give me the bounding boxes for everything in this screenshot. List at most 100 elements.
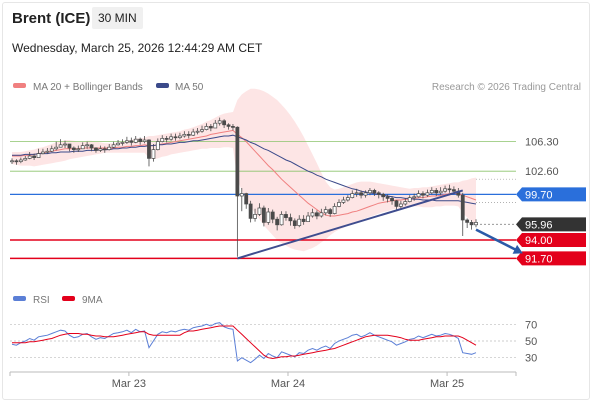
candle-body-27 xyxy=(129,140,134,143)
candle-body-53 xyxy=(244,193,249,205)
candle-body-89 xyxy=(403,201,408,205)
candle-body-41 xyxy=(191,131,196,136)
x-axis: Mar 23 Mar 24 Mar 25 xyxy=(9,372,517,390)
candle-body-2 xyxy=(18,159,23,162)
candle-body-34 xyxy=(160,138,165,142)
candle-body-40 xyxy=(186,134,191,136)
candle-body-57 xyxy=(261,207,266,223)
candle-body-59 xyxy=(270,211,275,220)
candle-body-95 xyxy=(429,190,434,194)
candle-body-84 xyxy=(381,194,386,198)
candle-body-63 xyxy=(288,217,293,222)
candle-body-29 xyxy=(138,138,143,142)
candle-body-56 xyxy=(257,207,262,215)
candle-body-71 xyxy=(323,209,328,214)
candle-body-13 xyxy=(67,143,72,149)
candle-body-92 xyxy=(416,193,421,198)
instrument-title: Brent (ICE) xyxy=(12,10,91,27)
candle-body-105 xyxy=(474,222,478,226)
candle-body-32 xyxy=(151,149,156,159)
timeframe-button[interactable]: 30 MIN xyxy=(92,7,143,29)
candle-body-81 xyxy=(368,190,372,194)
candle-body-11 xyxy=(58,144,63,148)
pivot-label-2: 99.70 xyxy=(525,189,553,201)
candle-body-104 xyxy=(469,222,474,226)
candle-body-46 xyxy=(213,122,218,129)
candle-body-24 xyxy=(116,142,120,146)
candle-body-68 xyxy=(310,212,315,217)
candle-body-6 xyxy=(36,153,41,158)
candle-body-19 xyxy=(94,147,98,151)
rsi-line xyxy=(11,322,477,364)
candle-body-21 xyxy=(102,148,107,151)
candle-body-31 xyxy=(147,139,151,159)
datetime-label: Wednesday, March 25, 2026 12:44:29 AM CE… xyxy=(12,41,263,55)
bollinger-band xyxy=(12,88,476,252)
candle-body-66 xyxy=(301,218,306,222)
candle-body-38 xyxy=(178,135,182,138)
candle-body-102 xyxy=(460,194,465,221)
candle-body-91 xyxy=(412,196,417,199)
ma50-legend-swatch xyxy=(156,83,169,88)
candle-body-69 xyxy=(315,212,319,217)
candle-body-98 xyxy=(443,188,447,192)
candle-body-82 xyxy=(372,190,377,194)
candle-body-79 xyxy=(359,192,364,196)
candle-body-39 xyxy=(182,134,187,137)
candle-body-55 xyxy=(253,214,257,219)
rsi-ma-line xyxy=(12,325,477,360)
candle-body-18 xyxy=(89,144,94,149)
candle-body-37 xyxy=(173,136,178,139)
candle-body-3 xyxy=(23,158,28,161)
candle-body-99 xyxy=(447,188,452,191)
candle-body-88 xyxy=(398,203,403,207)
candle-body-1 xyxy=(14,160,19,163)
candle-body-35 xyxy=(164,138,169,140)
candle-body-10 xyxy=(54,146,59,150)
rsi-legend-swatch xyxy=(13,296,26,301)
candle-body-44 xyxy=(204,126,209,130)
candle-body-65 xyxy=(297,218,302,226)
candle-body-87 xyxy=(394,200,399,207)
candle-body-17 xyxy=(85,144,90,147)
candle-body-12 xyxy=(63,143,67,146)
candle-body-7 xyxy=(41,151,45,154)
candle-body-97 xyxy=(438,190,443,194)
support-trendline xyxy=(237,189,464,260)
candle-body-94 xyxy=(425,192,430,196)
candle-body-43 xyxy=(200,129,204,132)
candle-body-103 xyxy=(465,219,470,223)
candle-body-22 xyxy=(107,146,112,150)
candle-body-67 xyxy=(306,215,310,222)
x-tick-label-2: Mar 25 xyxy=(430,378,464,390)
candle-body-33 xyxy=(155,141,160,150)
candle-body-0 xyxy=(10,160,14,163)
rsi-legend-label: RSI xyxy=(33,295,50,306)
candle-body-47 xyxy=(217,120,222,124)
candle-body-15 xyxy=(76,148,81,151)
candle-body-49 xyxy=(226,124,231,127)
last-label-box-3 xyxy=(516,217,586,232)
candle-body-50 xyxy=(231,126,235,128)
candle-body-20 xyxy=(98,148,103,151)
candle-body-60 xyxy=(275,218,280,226)
candle-body-58 xyxy=(266,211,271,223)
candle-body-86 xyxy=(390,198,394,202)
candle-body-93 xyxy=(421,193,425,196)
rsi-ma-legend-label: 9MA xyxy=(82,295,103,306)
rsi-ma-legend-swatch xyxy=(62,296,75,301)
candle-body-28 xyxy=(133,138,138,143)
candle-body-14 xyxy=(71,147,76,150)
candle-body-85 xyxy=(385,196,390,199)
candle-body-73 xyxy=(332,206,337,214)
candle-body-83 xyxy=(376,192,381,195)
credit-label: Research © 2026 Trading Central xyxy=(432,82,581,93)
candle-body-42 xyxy=(195,130,200,133)
ma50-legend-label: MA 50 xyxy=(175,82,204,93)
candle-body-9 xyxy=(49,148,54,152)
support-label-box-5 xyxy=(516,251,586,266)
ma50-line xyxy=(12,134,477,205)
candle-body-70 xyxy=(319,212,324,217)
price-panel: 106.30 102.60 99.70 95.96 94.00 91.70 xyxy=(10,88,586,266)
candle-body-16 xyxy=(80,145,85,150)
